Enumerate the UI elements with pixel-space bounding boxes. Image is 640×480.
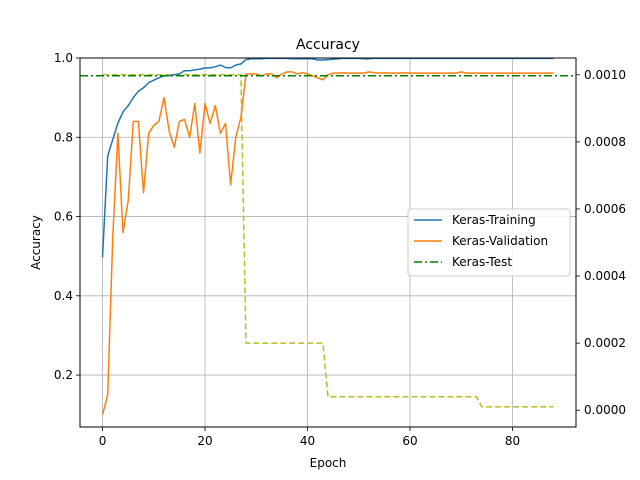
plot-frame <box>79 57 577 428</box>
legend-label: Keras-Training <box>452 213 536 227</box>
y2-tick-label: 0.0000 <box>584 403 626 417</box>
y2-tick-label: 0.0010 <box>584 68 626 82</box>
y-axis-label: Accuracy <box>29 215 43 270</box>
y2-tick-label: 0.0004 <box>584 269 626 283</box>
series-line-right-axis <box>102 74 554 408</box>
ticks-layer: 0 20 40 60 80 0.2 0.4 0.6 0.8 1.0 0.0000 0.0002 0.00… <box>54 51 626 448</box>
series-line-keras-validation <box>101 71 554 415</box>
y2-tick-label: 0.0006 <box>584 202 626 216</box>
y-tick-label: 0.2 <box>54 368 73 382</box>
x-axis-label: Epoch <box>310 456 347 470</box>
legend-label: Keras-Test <box>452 255 512 269</box>
x-tick-label: 0 <box>99 434 107 448</box>
legend-box <box>407 208 571 277</box>
y2-tick-label: 0.0002 <box>584 336 626 350</box>
legend-label: Keras-Validation <box>452 234 548 248</box>
x-tick-label: 80 <box>505 434 520 448</box>
y-tick-label: 1.0 <box>54 51 73 65</box>
x-tick-label: 20 <box>197 434 212 448</box>
x-tick-label: 40 <box>300 434 315 448</box>
y-tick-label: 0.6 <box>54 210 73 224</box>
legend: Keras-Training Keras-Validation Keras-Test <box>407 208 571 277</box>
y2-tick-label: 0.0008 <box>584 135 626 149</box>
y-tick-label: 0.4 <box>54 289 73 303</box>
chart-title: Accuracy <box>296 37 360 53</box>
y-tick-label: 0.8 <box>54 130 73 144</box>
x-tick-label: 60 <box>402 434 417 448</box>
